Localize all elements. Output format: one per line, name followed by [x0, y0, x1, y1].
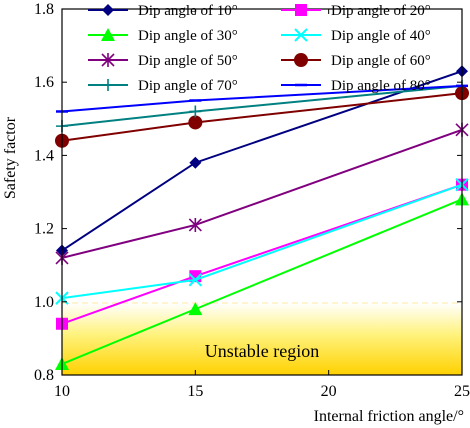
x-tick-label: 10 — [54, 383, 70, 400]
legend-label: Dip angle of 70° — [138, 78, 238, 94]
legend-swatch-marker — [294, 28, 308, 42]
series-4 — [55, 177, 469, 305]
y-axis-label: Safety factor — [2, 116, 19, 199]
legend-swatch-marker — [102, 79, 114, 91]
unstable-region — [62, 303, 462, 375]
legend: Dip angle of 10° Dip angle of 20° Dip angl… — [88, 3, 431, 94]
y-tick-label: 1.2 — [34, 221, 54, 238]
series-3-point-2 — [188, 302, 203, 316]
x-axis-label: Internal friction angle/° — [314, 408, 464, 425]
legend-swatch-marker — [101, 28, 115, 41]
legend-item-2: Dip angle of 20° — [281, 3, 431, 19]
legend-item-6: Dip angle of 60° — [281, 53, 431, 69]
legend-label: Dip angle of 20° — [331, 3, 431, 19]
unstable-region-label: Unstable region — [205, 341, 319, 361]
series-5 — [55, 122, 469, 265]
legend-swatch-marker — [294, 53, 308, 67]
series-6-point-2 — [188, 115, 203, 130]
legend-item-1: Dip angle of 10° — [88, 3, 238, 19]
x-tick-label: 20 — [321, 383, 337, 400]
legend-label: Dip angle of 80° — [331, 78, 431, 94]
series-6-line — [61, 92, 463, 142]
y-tick-label: 1.8 — [34, 1, 54, 18]
legend-item-3: Dip angle of 30° — [88, 28, 238, 44]
series-4-point-2 — [188, 273, 203, 287]
y-tick-label: 1.6 — [34, 74, 54, 91]
legend-item-7: Dip angle of 70° — [88, 78, 238, 94]
x-tick-label: 15 — [187, 383, 203, 400]
series-1 — [56, 65, 468, 257]
x-tick-label: 25 — [454, 383, 470, 400]
legend-label: Dip angle of 10° — [138, 3, 238, 19]
legend-label: Dip angle of 50° — [138, 53, 238, 69]
legend-swatch-marker — [101, 53, 115, 67]
series-5-line — [61, 128, 463, 259]
plot-frame — [61, 8, 463, 376]
y-tick-label: 0.8 — [34, 367, 54, 384]
y-tick-label: 1.0 — [34, 294, 54, 311]
legend-label: Dip angle of 60° — [331, 53, 431, 69]
series-5-point-2 — [188, 217, 202, 232]
legend-swatch-marker — [102, 4, 114, 16]
legend-item-5: Dip angle of 50° — [88, 53, 238, 69]
legend-item-4: Dip angle of 40° — [281, 28, 431, 44]
legend-swatch-marker — [295, 4, 307, 16]
legend-label: Dip angle of 40° — [331, 28, 431, 44]
series-7-point-2 — [189, 105, 202, 118]
series-1-point-2 — [189, 156, 202, 169]
legend-item-8: Dip angle of 80° — [281, 78, 431, 94]
axes-layer: 0.8 1.0 1.2 1.4 1.6 1.8 10 15 20 25 — [34, 1, 470, 400]
series-6 — [55, 86, 469, 148]
y-tick-label: 1.4 — [34, 147, 54, 164]
legend-label: Dip angle of 30° — [138, 28, 238, 44]
